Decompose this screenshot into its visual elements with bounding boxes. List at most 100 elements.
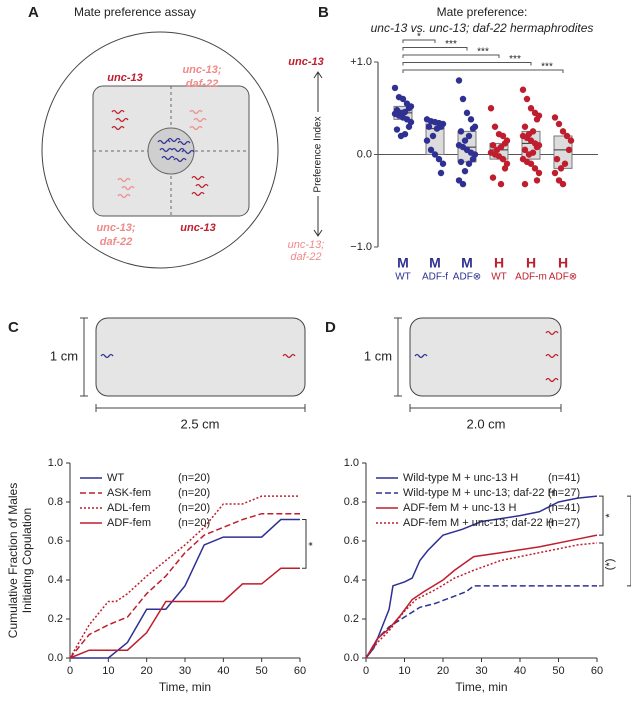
point [391,84,399,92]
genotype-label: daf-22 [100,236,132,248]
category-label: M [461,255,473,271]
series-line [69,567,300,659]
arrow [313,71,323,237]
category-label: H [526,255,536,271]
point [551,114,559,121]
point [497,180,505,188]
significance-bracket [302,519,307,569]
x-axis-label: Time, min [455,680,507,694]
y-tick-label: 0.6 [344,535,359,547]
legend-label: Wild-type M + unc-13 H [403,472,518,484]
y-axis-label: Cumulative Fraction of Males [6,483,20,638]
panel-label: D [325,319,336,336]
worm [117,193,131,199]
y-tick-label: +1.0 [350,56,372,68]
legend-n: (n=27) [548,487,580,499]
point [399,95,407,103]
worm [545,377,559,383]
point [469,155,477,163]
point [521,180,529,188]
series-line [365,585,597,659]
x-tick-label: 30 [179,665,191,677]
point [491,123,499,130]
point [533,177,541,184]
significance-label: *** [445,39,457,50]
point [499,155,507,163]
x-tick-label: 60 [294,665,306,677]
worm [111,109,125,115]
worm [191,191,205,197]
legend-label: WT [107,472,124,484]
y-tick-label: 0.8 [48,496,63,508]
legend-label: ADF-fem M + unc-13; daf-22 H [403,517,554,529]
arena [95,317,306,397]
genotype-label: unc-13; [182,64,221,76]
significance-label: * [417,32,421,43]
point [523,95,531,103]
y-tick-label: 0.6 [48,535,63,547]
worm [191,175,205,181]
worm [282,353,296,359]
point [533,143,541,151]
x-tick-label: 40 [217,665,229,677]
point [431,151,439,158]
series-line [70,518,300,659]
y-tick-label: 0.2 [48,613,63,625]
significance-label: * [604,513,616,518]
x-tick-label: 20 [437,665,449,677]
category-label: H [494,255,504,271]
y-tick-label: 0.4 [48,574,63,586]
subcategory-label: ADF⊗ [549,272,577,283]
point [435,155,443,163]
y-tick-label: 1.0 [344,457,359,469]
worm [189,125,203,131]
x-tick-label: 10 [102,665,114,677]
worm [545,330,559,336]
point [559,180,567,188]
x-tick-label: 60 [591,665,603,677]
category-label: M [397,255,409,271]
point [429,132,437,140]
scale-label: 1 cm [364,348,392,363]
point [405,123,413,130]
point [465,132,473,140]
subcategory-label: ADF-f [422,272,448,283]
point [559,128,567,135]
point [459,95,467,103]
subcategory-label: WT [395,272,411,283]
significance-bracket [402,62,532,66]
point [439,160,447,167]
worm [121,185,135,191]
x-tick-label: 0 [67,665,73,677]
point [489,142,497,149]
point [567,137,575,144]
worm [193,117,207,123]
worm [545,353,559,359]
scale-label: 2.5 cm [180,416,219,431]
x-tick-label: 10 [398,665,410,677]
panel-label: B [318,4,329,21]
y-tick-label: −1.0 [350,241,372,253]
point [393,126,401,133]
legend-label: ADF-fem M + unc-13 H [403,502,516,514]
significance-bracket [402,39,436,43]
y-tick-label: 0.0 [48,652,63,664]
point [553,155,561,163]
point [459,180,467,188]
point [463,109,471,117]
legend-n: (n=41) [548,502,580,514]
legend-label: ADL-fem [107,502,150,514]
scale-label: 2.0 cm [466,416,505,431]
point [527,160,535,167]
legend-n: (n=20) [178,517,210,529]
point [465,160,473,167]
axis-annotation: unc-13 [288,56,323,68]
point [499,132,507,140]
series-line [365,534,598,659]
x-tick-label: 50 [256,665,268,677]
worm [159,147,173,153]
legend-n: (n=41) [548,472,580,484]
subcategory-label: ADF-m [515,272,547,283]
worm [414,353,428,359]
significance-bracket [599,542,604,587]
